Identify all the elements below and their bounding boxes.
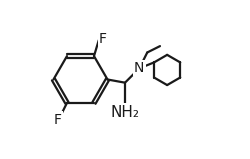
Text: F: F (54, 113, 62, 127)
Text: NH₂: NH₂ (110, 105, 140, 120)
Text: N: N (134, 61, 144, 75)
Text: F: F (99, 32, 107, 46)
